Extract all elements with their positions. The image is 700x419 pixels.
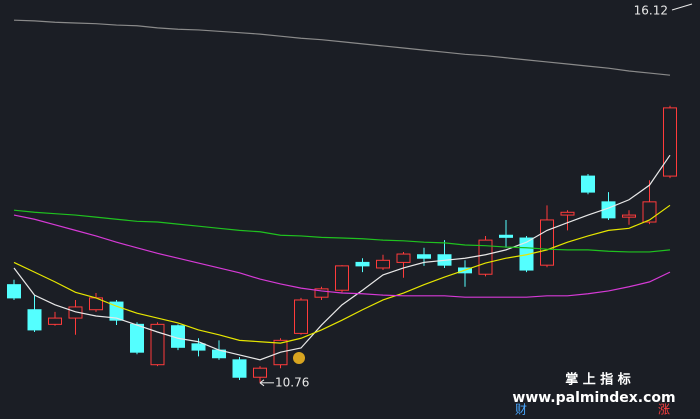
- candle-body: [27, 309, 42, 331]
- candle-body: [232, 359, 247, 378]
- ma-line: [13, 154, 671, 361]
- candle-body: [519, 237, 534, 271]
- money-icon: [293, 352, 305, 364]
- candle-body: [355, 261, 370, 267]
- candle-body: [68, 306, 83, 319]
- candle-body: [581, 175, 595, 193]
- candle-body: [417, 254, 431, 259]
- max-label: 16.12: [634, 4, 668, 18]
- candle-body: [663, 107, 677, 177]
- candle-body: [191, 343, 206, 351]
- min-label: 10.76: [275, 375, 309, 389]
- candle-body: [540, 219, 554, 266]
- candle-body: [396, 253, 411, 263]
- candle-body: [499, 234, 513, 238]
- candle-body: [109, 301, 124, 321]
- candle-body: [294, 299, 308, 334]
- max-arrow: [671, 3, 693, 11]
- candle-body: [150, 323, 165, 366]
- watermark-title: 掌 上 指 标: [565, 372, 631, 388]
- candle-body: [130, 323, 144, 353]
- candle-body: [478, 239, 493, 275]
- candle-body: [622, 214, 636, 218]
- candle-body: [376, 259, 390, 269]
- ma-line: [13, 209, 671, 253]
- candle-body: [560, 211, 575, 216]
- candle-body: [642, 201, 657, 223]
- candle-body: [335, 265, 349, 291]
- min-arrow-head: [259, 379, 265, 387]
- ma-line: [13, 214, 671, 298]
- candle-body: [7, 284, 21, 299]
- ma-line: [13, 19, 671, 76]
- badge[interactable]: 财: [515, 403, 527, 417]
- ma-line: [13, 204, 671, 344]
- candle-body: [48, 317, 62, 325]
- candle-body: [314, 288, 329, 298]
- watermark-url: www.palmindex.com: [512, 390, 675, 406]
- candle-body: [253, 367, 267, 378]
- badge[interactable]: 涨: [658, 402, 670, 417]
